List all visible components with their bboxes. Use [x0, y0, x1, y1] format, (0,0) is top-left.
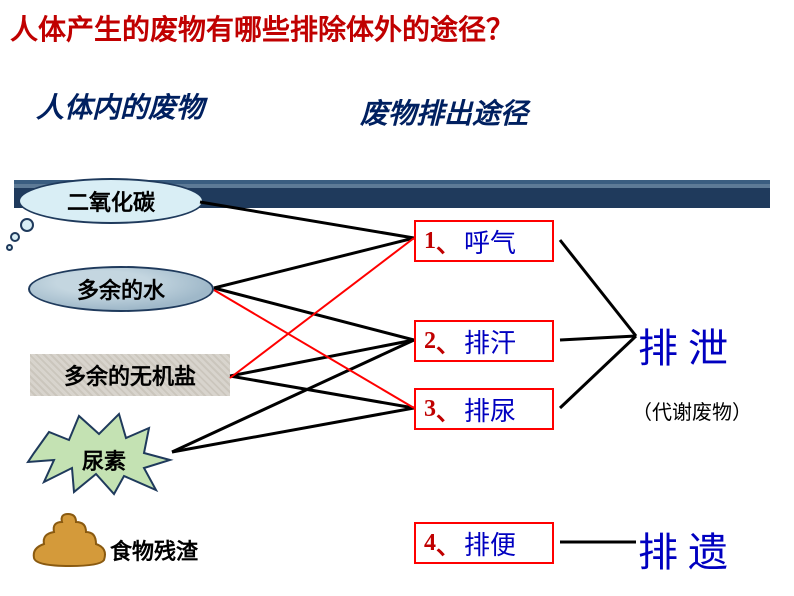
pathway-2-comma: 、 [436, 324, 460, 359]
pathway-3-text: 排尿 [464, 391, 516, 428]
excretion-sublabel: （代谢废物） [632, 396, 752, 425]
pathway-1-comma: 、 [436, 224, 460, 259]
pathway-2-num: 2 [424, 328, 436, 355]
pathway-3-box: 3 、 排尿 [414, 388, 554, 430]
pathway-3-num: 3 [424, 396, 436, 423]
pathway-2-text: 排汗 [464, 323, 516, 360]
pathway-1-box: 1 、 呼气 [414, 220, 554, 262]
pathway-2-box: 2 、 排汗 [414, 320, 554, 362]
pathway-4-num: 4 [424, 530, 436, 557]
pathway-3-comma: 、 [436, 392, 460, 427]
pathway-4-text: 排便 [464, 525, 516, 562]
pathway-4-comma: 、 [436, 526, 460, 561]
connection-lines [0, 0, 794, 596]
excretion-label: 排 泄 [638, 316, 728, 374]
pathway-4-box: 4 、 排便 [414, 522, 554, 564]
egestion-label: 排 遗 [638, 520, 728, 578]
pathway-1-num: 1 [424, 228, 436, 255]
pathway-1-text: 呼气 [464, 223, 516, 260]
